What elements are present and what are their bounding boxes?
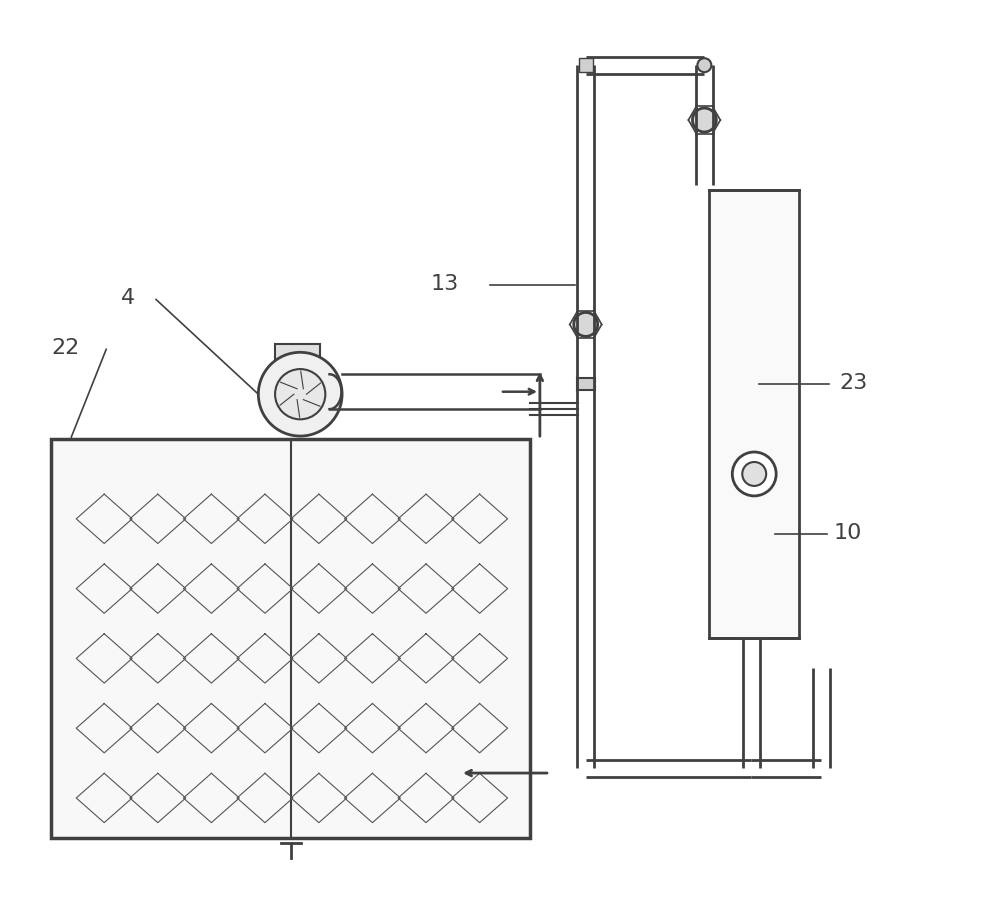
Text: 13: 13	[430, 274, 458, 293]
Bar	[579, 59, 593, 72]
Text: 10: 10	[834, 523, 862, 543]
Bar	[51, 439, 530, 838]
Circle shape	[574, 312, 598, 336]
Circle shape	[275, 369, 325, 419]
Bar	[275, 345, 320, 374]
Text: 22: 22	[51, 338, 80, 358]
Circle shape	[258, 352, 342, 437]
Circle shape	[742, 462, 766, 486]
Circle shape	[697, 58, 711, 73]
Bar	[577, 379, 595, 391]
Circle shape	[732, 452, 776, 496]
Text: 23: 23	[839, 373, 867, 393]
Text: 4: 4	[121, 289, 135, 309]
Circle shape	[692, 108, 716, 132]
Bar	[709, 190, 799, 639]
